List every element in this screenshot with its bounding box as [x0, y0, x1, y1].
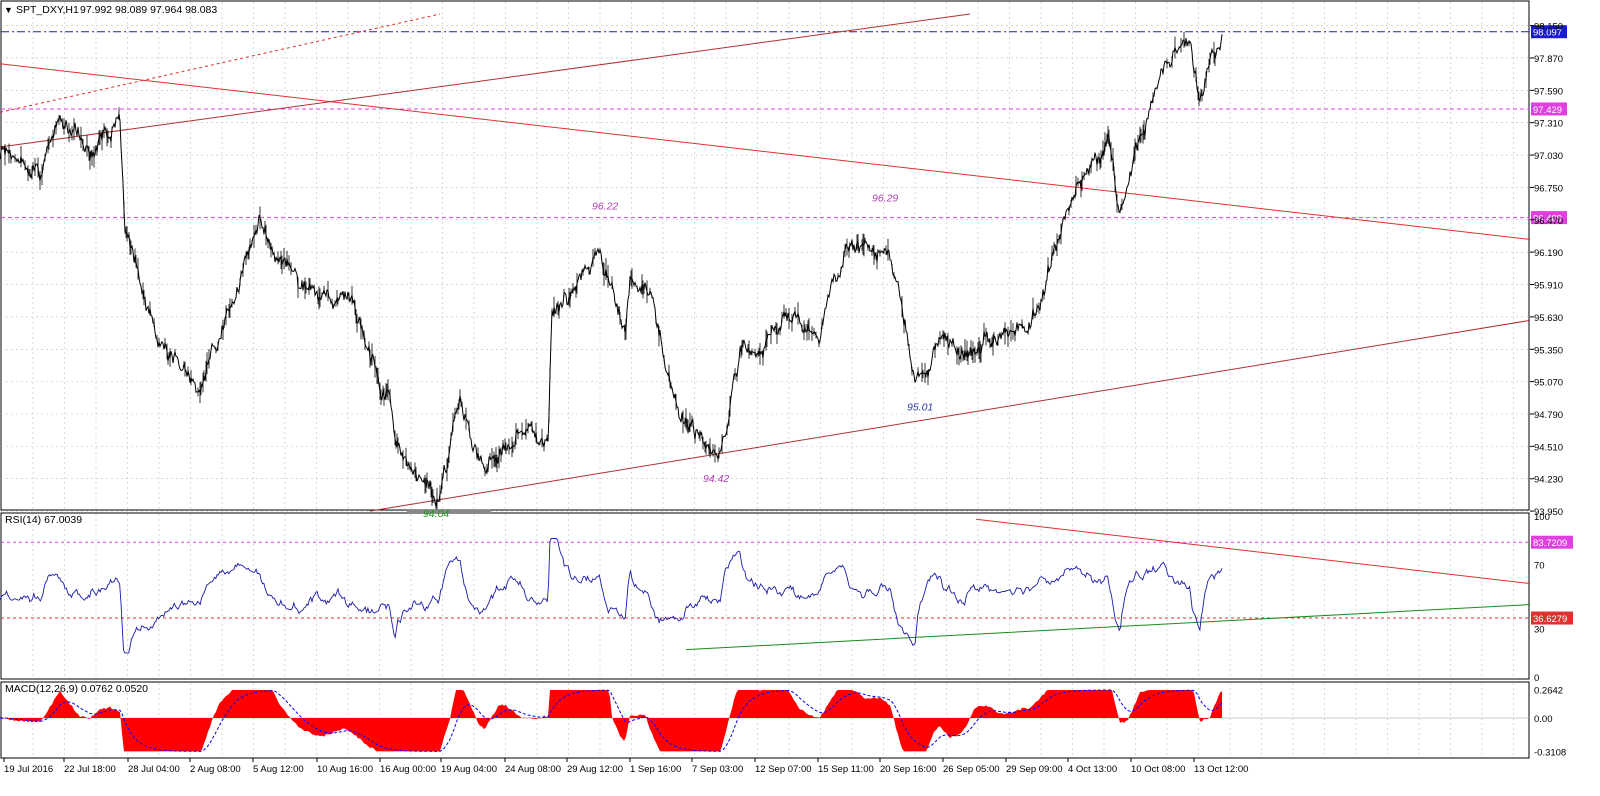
rsi-level-tag [1531, 611, 1573, 625]
x-tick-label: 7 Sep 03:00 [692, 764, 743, 775]
price-tick-label: 94.510 [1534, 442, 1563, 453]
x-tick-label: 15 Sep 11:00 [818, 764, 874, 775]
price-annotation: 94.04 [423, 508, 449, 520]
x-tick-label: 12 Sep 07:00 [755, 764, 812, 775]
price-level-tag [1531, 211, 1567, 225]
price-level-tag [1531, 102, 1567, 116]
x-tick-label: 5 Aug 12:00 [253, 764, 304, 775]
x-tick-label: 16 Aug 00:00 [380, 764, 436, 775]
price-tick-label: 96.190 [1534, 248, 1563, 259]
x-tick-label: 29 Aug 12:00 [567, 764, 623, 775]
price-tick-label: 97.030 [1534, 151, 1563, 162]
price-series [0, 32, 1223, 513]
x-tick-label: 29 Sep 09:00 [1006, 764, 1063, 775]
price-tick-label: 97.590 [1534, 86, 1563, 97]
rsi-level-label: 36.6279 [1533, 614, 1567, 625]
price-panel[interactable] [0, 0, 1530, 511]
x-axis: 19 Jul 2016 22 Jul 18:00 28 Jul 04:00 2 Aug… [3, 758, 1248, 775]
macd-tick-label: 0.2642 [1534, 686, 1563, 697]
price-tick-label: 97.310 [1534, 119, 1563, 130]
price-annotations: 96.22 96.29 95.01 94.42 94.04 [407, 192, 933, 520]
x-tick-label: 26 Sep 05:00 [943, 764, 1000, 775]
rsi-tick-label: 100 [1534, 512, 1550, 523]
lower-channel-line [369, 319, 1531, 512]
rsi-resistance-line [975, 518, 1531, 585]
rsi-panel[interactable] [0, 512, 1530, 680]
x-tick-label: 20 Sep 16:00 [880, 764, 937, 775]
x-tick-label: 13 Oct 12:00 [1194, 764, 1248, 775]
upper-channel-line [0, 13, 971, 148]
symbol-dropdown-icon[interactable]: ▼ [4, 5, 13, 15]
macd-tick-label: 0.00 [1534, 714, 1553, 725]
rsi-level-tag [1531, 535, 1573, 549]
price-tick-label: 98.150 [1534, 22, 1563, 33]
symbol-title: SPT_DXY,H1 [16, 4, 79, 16]
macd-layer [0, 689, 1530, 752]
price-tick-label: 95.070 [1534, 378, 1563, 389]
low-marker-bar [407, 509, 491, 514]
x-tick-label: 19 Jul 2016 [4, 764, 53, 775]
price-level-label: 98.097 [1533, 28, 1562, 39]
price-tick-label: 93.950 [1534, 507, 1563, 518]
price-annotation: 95.01 [907, 402, 933, 414]
price-annotation: 94.42 [703, 473, 729, 485]
x-tick-label: 22 Jul 18:00 [64, 764, 116, 775]
price-tick-label: 94.230 [1534, 475, 1563, 486]
y-axes: 98.150 97.870 97.590 97.310 97.030 96.750 96.4… [1530, 22, 1566, 759]
descending-resistance-line [0, 63, 1531, 240]
rsi-tick-label: 0 [1534, 673, 1539, 684]
price-tick-label: 96.750 [1534, 183, 1563, 194]
rsi-support-line [685, 604, 1531, 651]
macd-tick-label: -0.3108 [1534, 748, 1566, 759]
macd-title: MACD(12,26,9) 0.0762 0.0520 [5, 683, 148, 695]
price-levels: 98.097 97.429 96.489 [1, 25, 1567, 225]
price-line [0, 34, 1223, 507]
rsi-tick-label: 30 [1534, 625, 1545, 636]
price-tick-label: 95.910 [1534, 281, 1563, 292]
price-tick-label: 94.790 [1534, 410, 1563, 421]
x-tick-label: 4 Oct 13:00 [1068, 764, 1117, 775]
price-annotation: 96.22 [592, 200, 618, 212]
quote-values: 97.992 98.089 97.964 98.083 [80, 4, 217, 16]
x-tick-label: 24 Aug 08:00 [505, 764, 561, 775]
x-tick-label: 10 Oct 08:00 [1131, 764, 1185, 775]
price-tick-label: 95.350 [1534, 345, 1563, 356]
macd-histogram [0, 690, 1222, 752]
price-trendlines [0, 13, 1531, 512]
rsi-layer: 83.7209 36.6279 [0, 518, 1573, 654]
price-tick-label: 95.630 [1534, 313, 1563, 324]
x-tick-label: 1 Sep 16:00 [630, 764, 681, 775]
price-level-label: 97.429 [1533, 105, 1562, 116]
x-tick-label: 28 Jul 04:00 [128, 764, 180, 775]
x-tick-label: 19 Aug 04:00 [441, 764, 497, 775]
rsi-title: RSI(14) 67.0039 [5, 514, 82, 526]
x-tick-label: 2 Aug 08:00 [190, 764, 241, 775]
rsi-level-label: 83.7209 [1533, 538, 1567, 549]
price-annotation: 96.29 [872, 192, 898, 204]
rsi-tick-label: 70 [1534, 560, 1545, 571]
macd-signal-line [0, 689, 1223, 752]
price-tick-label: 96.470 [1534, 216, 1563, 227]
x-tick-label: 10 Aug 16:00 [317, 764, 373, 775]
price-level-label: 96.489 [1533, 214, 1562, 225]
rsi-line [0, 538, 1223, 654]
price-level-tag [1531, 25, 1567, 39]
price-tick-label: 97.870 [1534, 54, 1563, 65]
